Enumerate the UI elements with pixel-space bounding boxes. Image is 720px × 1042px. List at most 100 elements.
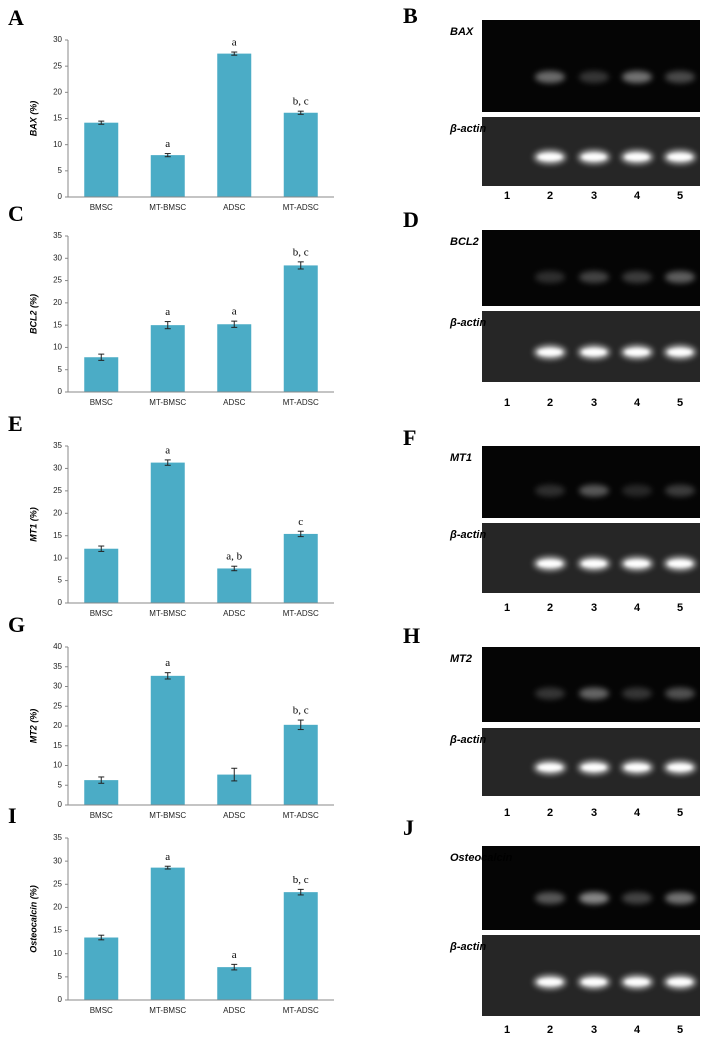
lane-label: 4 xyxy=(634,1024,641,1036)
lane-label: 5 xyxy=(677,1024,683,1036)
bar xyxy=(84,937,119,1000)
y-tick-label: 5 xyxy=(58,166,63,175)
gel-band xyxy=(579,484,609,497)
gene-label: BCL2 xyxy=(450,236,479,248)
y-tick-label: 35 xyxy=(53,231,62,240)
y-tick-label: 15 xyxy=(53,926,62,935)
lane-label: 2 xyxy=(547,602,553,614)
y-tick-label: 15 xyxy=(53,531,62,540)
y-tick-label: 40 xyxy=(53,642,62,651)
bar xyxy=(150,867,185,1000)
y-tick-label: 0 xyxy=(58,387,63,396)
lane-label: 4 xyxy=(634,397,641,409)
lane-label: 2 xyxy=(547,807,553,819)
error-bar xyxy=(98,776,105,784)
gel-band xyxy=(665,687,695,700)
lane-label: 3 xyxy=(591,397,597,409)
y-tick-label: 0 xyxy=(58,192,63,201)
y-tick-label: 5 xyxy=(58,576,63,585)
bar xyxy=(217,324,252,392)
gel-band xyxy=(668,763,692,771)
x-tick-label: MT-BMSC xyxy=(149,1006,186,1015)
y-tick-label: 35 xyxy=(53,662,62,671)
y-tick-label: 25 xyxy=(53,701,62,710)
gel-image xyxy=(482,846,700,930)
lane-label: 5 xyxy=(677,190,683,202)
y-axis-label: MT1 (%) xyxy=(28,507,38,542)
error-bar xyxy=(164,321,171,330)
panel-letter: I xyxy=(8,803,17,828)
lane-label: 4 xyxy=(634,807,641,819)
panel-letter: F xyxy=(403,425,416,450)
significance-label: b, c xyxy=(293,246,309,258)
y-tick-label: 30 xyxy=(53,856,62,865)
significance-label: a xyxy=(165,138,170,150)
x-tick-label: MT-ADSC xyxy=(283,1006,319,1015)
significance-label: a xyxy=(165,306,170,318)
gel-band xyxy=(622,687,652,700)
error-bar xyxy=(98,545,105,552)
y-tick-label: 20 xyxy=(53,903,62,912)
gel-band xyxy=(579,687,609,700)
gene-label: Osteocalcin xyxy=(450,852,513,864)
gel-band xyxy=(622,892,652,905)
gel-band xyxy=(582,763,606,771)
bar xyxy=(150,675,185,805)
gel-band xyxy=(538,560,562,568)
error-bar xyxy=(297,888,304,896)
gel-band xyxy=(668,153,692,161)
error-bar xyxy=(231,320,238,328)
gel-band xyxy=(538,153,562,161)
lane-label: 2 xyxy=(547,190,553,202)
gel-band xyxy=(622,271,652,284)
significance-label: a xyxy=(232,949,237,961)
significance-label: a xyxy=(165,851,170,863)
x-tick-label: BMSC xyxy=(90,609,113,618)
bar xyxy=(84,357,119,392)
x-tick-label: ADSC xyxy=(223,811,245,820)
bar xyxy=(283,265,318,392)
significance-label: a xyxy=(165,444,170,456)
gel-band xyxy=(665,271,695,284)
gel-band xyxy=(665,484,695,497)
x-tick-label: BMSC xyxy=(90,203,113,212)
bar xyxy=(217,568,252,603)
y-tick-label: 25 xyxy=(53,486,62,495)
error-bar xyxy=(297,261,304,270)
gel-band xyxy=(538,348,562,356)
error-bar xyxy=(164,865,171,870)
y-tick-label: 30 xyxy=(53,253,62,262)
gel-band xyxy=(579,892,609,905)
y-tick-label: 20 xyxy=(53,298,62,307)
y-tick-label: 35 xyxy=(53,833,62,842)
gel-band xyxy=(625,348,649,356)
bar xyxy=(84,780,119,805)
bar xyxy=(283,533,318,603)
gel-band xyxy=(665,892,695,905)
gene-label: MT1 xyxy=(450,452,472,464)
bar xyxy=(283,724,318,805)
lane-label: 5 xyxy=(677,397,683,409)
gel-band xyxy=(582,560,606,568)
gel-band xyxy=(535,484,565,497)
error-bar xyxy=(164,459,171,466)
x-tick-label: MT-BMSC xyxy=(149,203,186,212)
gene-label: BAX xyxy=(450,26,474,38)
gel-band xyxy=(535,271,565,284)
bar xyxy=(217,967,252,1000)
bar xyxy=(84,548,119,603)
lane-label: 4 xyxy=(634,190,641,202)
y-tick-label: 20 xyxy=(53,508,62,517)
bar xyxy=(150,462,185,603)
control-label: β-actin xyxy=(449,317,486,329)
x-tick-label: MT-BMSC xyxy=(149,609,186,618)
gel-band xyxy=(625,560,649,568)
y-tick-label: 0 xyxy=(58,598,63,607)
y-tick-label: 5 xyxy=(58,780,63,789)
x-tick-label: MT-ADSC xyxy=(283,203,319,212)
significance-label: c xyxy=(298,516,303,528)
gel-image xyxy=(482,647,700,722)
significance-label: a xyxy=(165,657,170,669)
y-tick-label: 10 xyxy=(53,761,62,770)
